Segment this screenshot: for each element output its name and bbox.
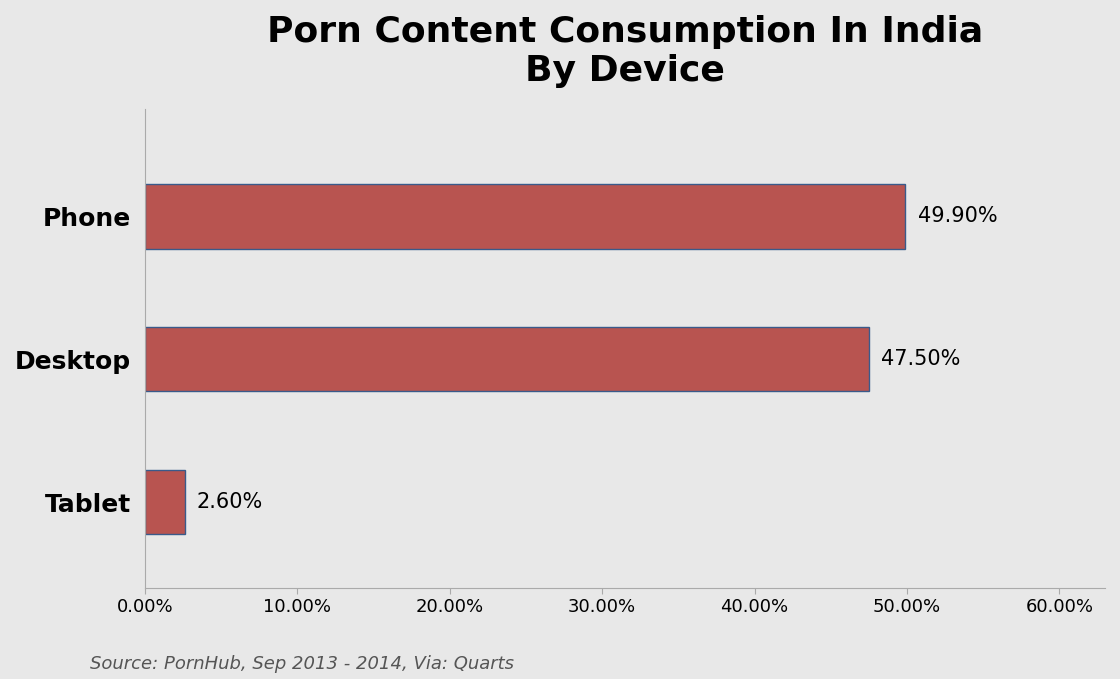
Text: 47.50%: 47.50% [881,349,960,369]
Bar [144,470,185,534]
Text: 2.60%: 2.60% [197,492,263,512]
Text: 49.90%: 49.90% [917,206,997,226]
Text: Source: PornHub, Sep 2013 - 2014, Via: Quarts: Source: PornHub, Sep 2013 - 2014, Via: Q… [90,655,514,673]
Bar [144,327,869,392]
Bar [144,184,905,249]
Title: Porn Content Consumption In India
By Device: Porn Content Consumption In India By Dev… [267,15,983,88]
